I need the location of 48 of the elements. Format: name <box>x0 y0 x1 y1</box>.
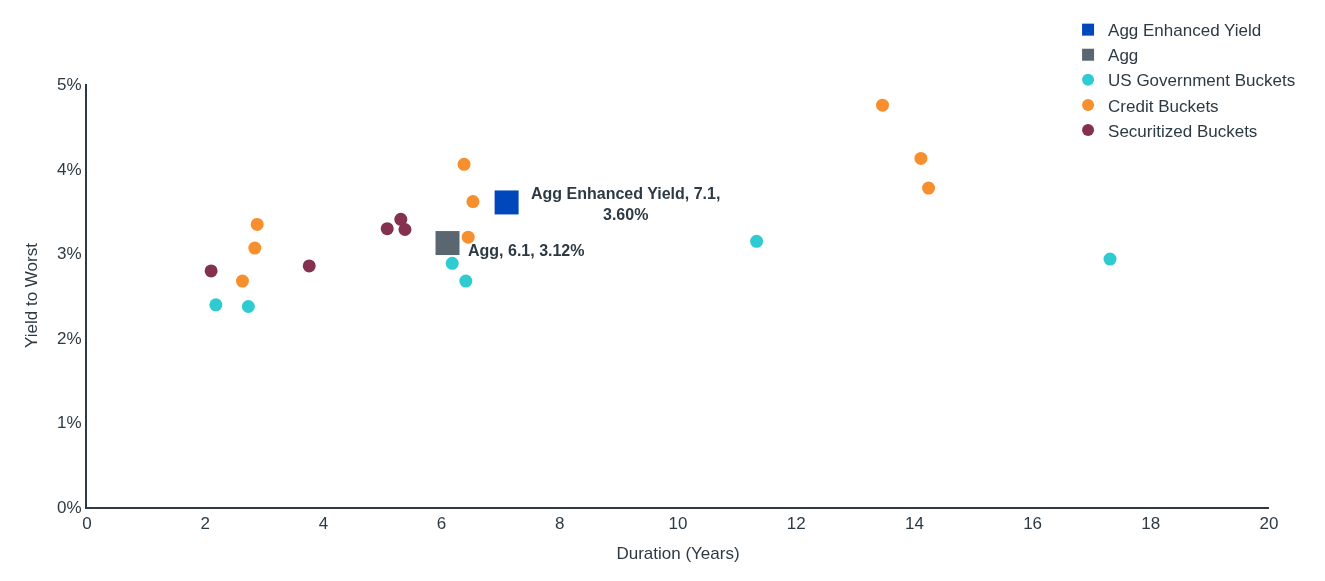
legend-label: Securitized Buckets <box>1108 121 1258 141</box>
point <box>461 230 475 244</box>
point <box>250 217 264 231</box>
x-tick-label: 6 <box>436 514 447 534</box>
x-tick-label: 4 <box>318 514 329 534</box>
point <box>914 151 928 165</box>
y-tick-label: 0% <box>57 497 82 517</box>
y-tick-label: 2% <box>57 328 82 348</box>
point <box>209 298 223 312</box>
point <box>380 222 394 236</box>
point <box>241 300 255 313</box>
x-tick-label: 14 <box>904 514 924 534</box>
point <box>750 234 764 248</box>
legend-label: US Government Buckets <box>1108 71 1296 91</box>
x-tick-label: 18 <box>1141 514 1161 534</box>
point <box>394 212 408 226</box>
x-tick-label: 8 <box>555 514 565 534</box>
x-tick-label: 2 <box>200 514 210 534</box>
point <box>459 274 473 288</box>
x-tick-label: 10 <box>668 514 688 534</box>
legend-label: Agg <box>1108 46 1139 66</box>
legend-label: Credit Buckets <box>1108 96 1219 116</box>
point <box>494 190 519 215</box>
point <box>302 259 316 273</box>
y-tick-label: 1% <box>57 413 82 433</box>
annotation: Agg Enhanced Yield, 7.1, 3.60% <box>531 185 721 223</box>
point <box>248 241 262 255</box>
point <box>445 256 459 270</box>
x-tick-label: 16 <box>1023 514 1043 534</box>
x-axis-title: Duration (Years) <box>616 544 740 564</box>
point <box>435 231 460 256</box>
point <box>457 157 471 171</box>
point <box>466 195 480 209</box>
y-tick-label: 5% <box>57 74 82 94</box>
x-tick-label: 12 <box>786 514 806 534</box>
y-tick-label: 3% <box>57 244 82 264</box>
point <box>398 223 412 236</box>
x-tick-label: 20 <box>1259 514 1279 534</box>
point <box>1103 252 1117 266</box>
x-tick-label: 0 <box>82 514 92 534</box>
y-tick-label: 4% <box>57 159 82 179</box>
legend-label: Agg Enhanced Yield <box>1108 21 1262 41</box>
point <box>204 264 218 278</box>
point <box>922 181 936 195</box>
point <box>235 274 249 288</box>
annotation: Agg, 6.1, 3.12% <box>468 242 585 259</box>
y-axis-title: Yield to Worst <box>22 242 42 348</box>
point <box>876 98 889 112</box>
